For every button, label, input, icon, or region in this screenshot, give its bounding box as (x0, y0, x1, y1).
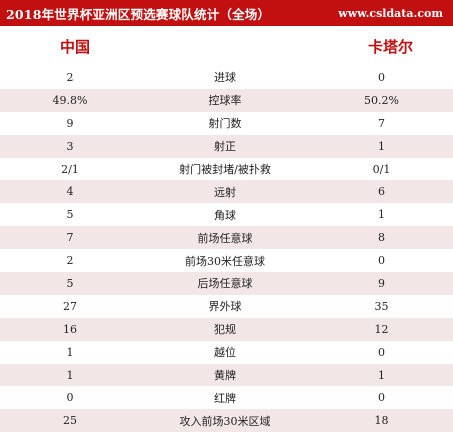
home-value: 2/1 (61, 162, 79, 176)
stat-row: 7 前场任意球 8 (0, 226, 453, 250)
stat-label: 后场任意球 (197, 277, 253, 291)
away-value: 0 (378, 345, 385, 359)
stats-title: 2018年世界杯亚洲区预选赛球队统计（全场） (6, 6, 271, 22)
stat-row: 5 角球 1 (0, 203, 453, 226)
home-value: 1 (66, 368, 74, 382)
stat-label: 黄牌 (214, 369, 236, 383)
away-value: 18 (374, 414, 389, 428)
home-value: 5 (66, 208, 74, 222)
away-value: 8 (378, 231, 385, 245)
away-value: 0 (378, 70, 385, 84)
stat-label: 远射 (214, 185, 236, 199)
stat-label: 红牌 (214, 391, 236, 405)
home-value: 1 (66, 345, 74, 359)
stat-label: 界外球 (208, 300, 242, 314)
home-value: 3 (66, 139, 74, 153)
away-value: 0/1 (372, 162, 391, 176)
away-value: 9 (378, 276, 385, 290)
away-value: 50.2% (364, 93, 399, 107)
stat-label: 前场任意球 (197, 231, 253, 245)
stat-row: 2 进球 0 (0, 66, 453, 89)
stat-label: 射门数 (208, 117, 242, 131)
away-value: 1 (378, 368, 385, 382)
home-value: 16 (63, 322, 77, 336)
home-value: 0 (66, 391, 74, 405)
stat-row: 1 黄牌 1 (0, 363, 453, 387)
stat-row: 25 攻入前场30米区域 18 (0, 409, 453, 432)
stat-label: 犯规 (214, 323, 236, 337)
home-value: 27 (63, 299, 77, 313)
stat-row: 49.8% 控球率 50.2% (0, 88, 453, 112)
stat-row: 3 射正 1 (0, 134, 453, 158)
stat-label: 控球率 (208, 94, 242, 108)
stat-label: 进球 (214, 71, 236, 85)
stat-row: 2 前场30米任意球 0 (0, 249, 453, 272)
home-value: 2 (66, 70, 74, 84)
home-value: 9 (66, 116, 74, 130)
stat-row: 1 越位 0 (0, 341, 453, 364)
home-value: 5 (66, 276, 74, 290)
stat-label: 角球 (214, 208, 236, 222)
stat-label: 射门被封堵/被扑救 (179, 163, 271, 176)
stat-label: 攻入前场30米区域 (179, 414, 271, 428)
home-value: 7 (66, 231, 74, 245)
stat-row: 5 后场任意球 9 (0, 272, 453, 295)
team-names-row: 中国 卡塔尔 (0, 26, 453, 66)
away-value: 7 (378, 116, 385, 130)
away-team-name: 卡塔尔 (367, 37, 413, 56)
home-value: 4 (66, 185, 74, 199)
stat-label: 射正 (214, 140, 236, 154)
home-value: 2 (66, 254, 74, 268)
away-value: 12 (374, 322, 389, 336)
away-value: 6 (378, 185, 385, 199)
home-value: 25 (63, 414, 77, 428)
away-value: 35 (374, 299, 389, 313)
stat-row: 9 射门数 7 (0, 112, 453, 135)
stat-row: 0 红牌 0 (0, 386, 453, 409)
stats-header: 2018年世界杯亚洲区预选赛球队统计（全场） www.csldata.com (0, 0, 453, 26)
site-url: www.csldata.com (338, 6, 443, 20)
stat-label: 前场30米任意球 (185, 254, 265, 268)
away-value: 0 (378, 254, 385, 268)
stats-table: 2 进球 0 49.8% 控球率 50.2% 9 射门数 7 3 射正 1 2/1 射门被封堵/被扑救 0/… (0, 66, 453, 432)
home-value: 49.8% (52, 93, 88, 107)
stat-row: 2/1 射门被封堵/被扑救 0/1 (0, 158, 453, 181)
stat-label: 越位 (214, 346, 236, 360)
away-value: 0 (378, 391, 385, 405)
away-value: 1 (378, 208, 385, 222)
stat-row: 27 界外球 35 (0, 295, 453, 318)
stat-row: 4 远射 6 (0, 180, 453, 204)
stat-row: 16 犯规 12 (0, 317, 453, 341)
away-value: 1 (378, 139, 385, 153)
home-team-name: 中国 (59, 37, 90, 56)
